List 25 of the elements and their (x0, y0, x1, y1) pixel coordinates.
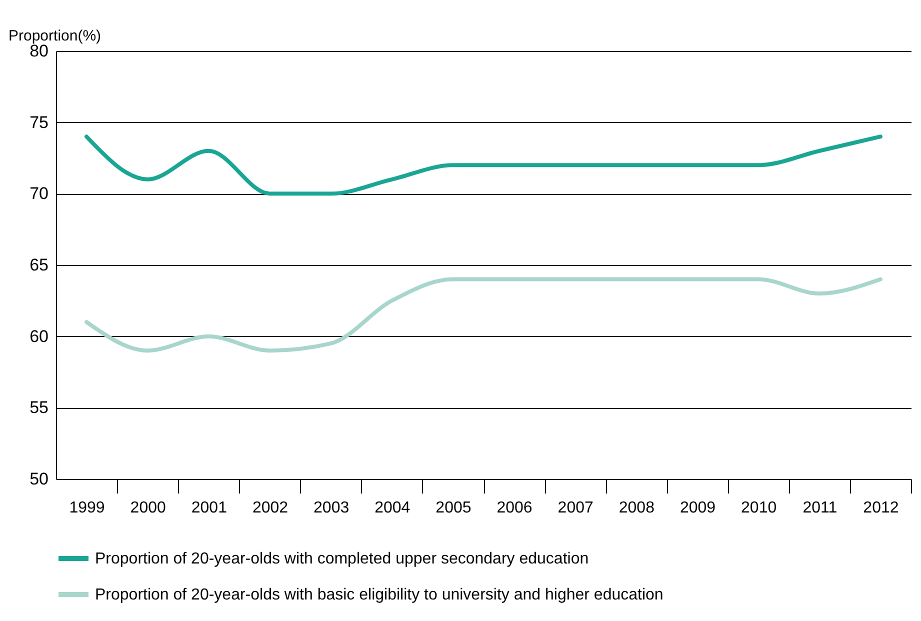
x-tick-label: 2007 (558, 500, 594, 516)
y-tick-label: 60 (30, 326, 48, 346)
x-tick-label: 2012 (863, 500, 899, 516)
x-tick-label: 2005 (436, 500, 472, 516)
y-tick-label: 50 (30, 470, 48, 488)
y-tick-label: 70 (30, 184, 48, 204)
y-tick-label: 65 (30, 256, 48, 274)
x-tick-label: 2000 (130, 500, 166, 516)
x-tick-label: 2009 (680, 500, 716, 516)
y-tick-label: 55 (30, 398, 48, 418)
x-tick-label: 2010 (741, 500, 777, 516)
line-series (84, 134, 882, 196)
x-tick-label: 2011 (802, 500, 838, 516)
x-tick-label: 2002 (252, 500, 288, 516)
x-tick-label: 2008 (618, 500, 655, 516)
x-tick-label: 2003 (314, 500, 350, 516)
y-axis-title: Proportion(%) (8, 28, 102, 44)
x-tick-label: 2006 (496, 500, 532, 516)
y-tick-label: 75 (30, 112, 48, 132)
line-series (84, 277, 882, 353)
legend-label: Proportion of 20-year-olds with basic eligibility to university and higher education (95, 586, 664, 604)
x-tick-label: 2001 (191, 500, 228, 516)
legend-label: Proportion of 20-year-olds with completed upper secondary education (95, 550, 589, 568)
x-tick-label: 1999 (69, 500, 105, 516)
x-tick-label: 2004 (374, 500, 410, 516)
